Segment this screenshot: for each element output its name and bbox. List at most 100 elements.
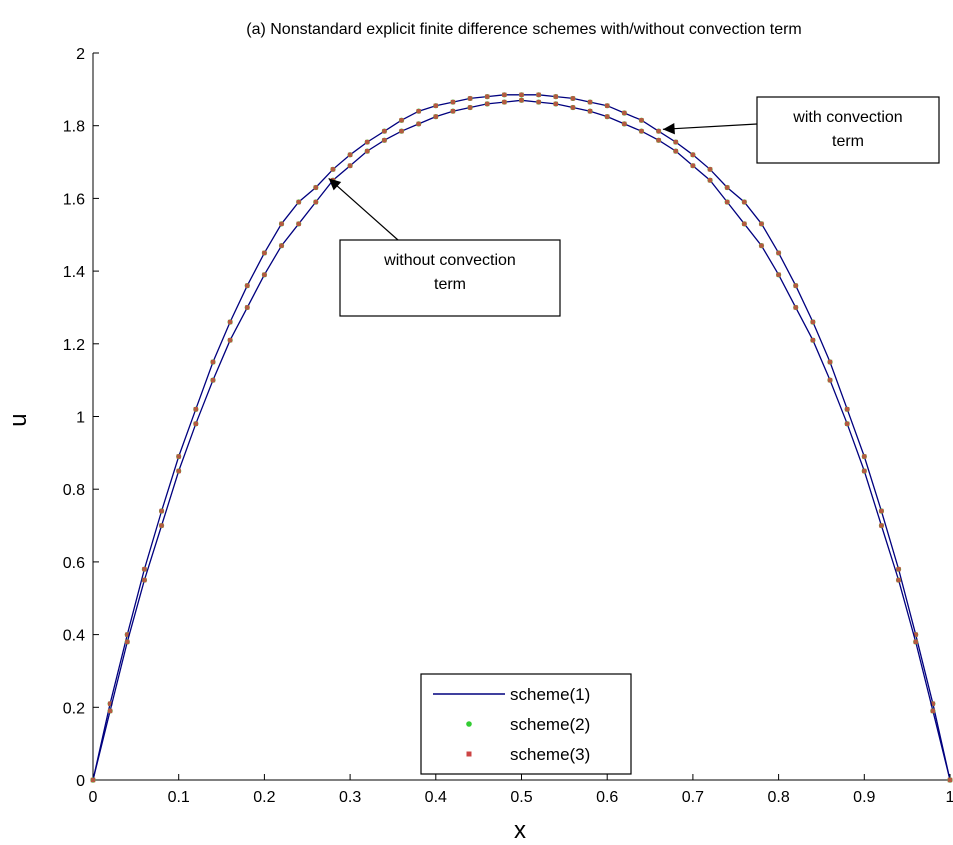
scheme3-point — [142, 566, 147, 572]
legend-square-swatch — [466, 751, 472, 757]
scheme3-point — [639, 128, 644, 134]
scheme3-point — [810, 337, 816, 343]
scheme3-point — [382, 138, 387, 143]
scheme3-point — [107, 701, 113, 706]
scheme3-point — [125, 639, 130, 645]
scheme3-point — [536, 99, 541, 105]
x-axis-label: x — [514, 817, 526, 844]
legend: scheme(1) scheme(2) scheme(3) — [420, 673, 632, 775]
scheme3-point — [142, 577, 147, 583]
y-tick-label: 0.8 — [63, 482, 85, 499]
scheme3-point — [502, 99, 507, 105]
annotation-arrow — [662, 123, 758, 130]
scheme3-point — [690, 152, 696, 157]
scheme3-point — [262, 272, 267, 277]
x-tick-label: 0.7 — [682, 789, 704, 806]
scheme3-point — [416, 121, 421, 127]
scheme3-point — [176, 468, 181, 474]
scheme3-point — [159, 523, 164, 528]
x-tick-label: 0 — [89, 789, 98, 806]
x-tick-label: 0.5 — [510, 789, 532, 806]
scheme3-point — [159, 508, 164, 514]
scheme3-point — [125, 632, 130, 637]
scheme3-point — [485, 101, 490, 107]
scheme3-point — [776, 272, 781, 277]
scheme3-point — [844, 407, 850, 412]
scheme3-point — [553, 101, 558, 107]
legend-dot-swatch — [466, 721, 472, 727]
scheme3-point — [399, 118, 404, 123]
scheme3-point — [279, 221, 284, 227]
scheme3-point — [622, 121, 627, 127]
scheme3-point — [193, 407, 199, 412]
scheme3-point — [896, 577, 901, 583]
scheme3-point — [416, 108, 421, 114]
y-tick-label: 0.2 — [63, 700, 85, 717]
y-tick-label: 0 — [76, 773, 85, 790]
y-axis-label: u — [5, 413, 32, 426]
y-tick-label: 0.4 — [63, 628, 85, 645]
annotations: with convection term without convection ter… — [328, 96, 940, 317]
annotation-text: without convection — [383, 252, 516, 269]
scheme3-point — [862, 468, 867, 474]
scheme3-point — [587, 99, 593, 105]
legend-label: scheme(3) — [510, 745, 590, 764]
annotation-text: term — [832, 133, 864, 150]
x-tick-label: 0.6 — [596, 789, 618, 806]
scheme3-point — [742, 199, 747, 205]
scheme3-point — [90, 777, 96, 783]
scheme3-point — [896, 566, 901, 572]
scheme3-point — [347, 152, 353, 157]
scheme3-point — [382, 128, 387, 134]
plot-series — [90, 92, 953, 783]
scheme3-point — [879, 508, 884, 514]
chart-title: (a) Nonstandard explicit finite differen… — [246, 21, 802, 38]
scheme3-point — [605, 114, 610, 119]
scheme3-point — [210, 377, 216, 383]
annotation-text: term — [434, 276, 466, 293]
scheme3-point — [365, 139, 370, 145]
scheme3-point — [313, 199, 319, 205]
scheme3-point — [930, 701, 936, 706]
y-tick-label: 1.6 — [63, 191, 85, 208]
scheme3-point — [193, 421, 199, 426]
scheme3-point — [707, 178, 713, 183]
scheme3-point — [862, 454, 867, 459]
scheme3-point — [793, 305, 798, 310]
scheme3-point — [365, 148, 370, 154]
annotation-box — [756, 96, 940, 164]
annotation-arrowhead — [328, 178, 342, 191]
scheme3-point — [467, 96, 473, 101]
legend-label: scheme(1) — [510, 685, 590, 704]
scheme3-point — [279, 243, 284, 248]
scheme3-point — [227, 319, 233, 325]
scheme3-point — [107, 708, 113, 714]
scheme3-point — [570, 105, 576, 110]
scheme3-point — [245, 283, 250, 288]
scheme3-point — [519, 98, 524, 103]
scheme3-point — [399, 128, 404, 134]
scheme3-point — [742, 221, 747, 227]
x-tick-label: 0.8 — [767, 789, 789, 806]
scheme3-point — [227, 337, 233, 343]
scheme3-point — [296, 199, 301, 205]
scheme3-point — [433, 103, 438, 108]
y-tick-label: 1.8 — [63, 119, 85, 136]
scheme3-point — [605, 103, 610, 108]
scheme3-point — [810, 319, 816, 325]
axes: 0 0.1 0.2 0.3 0.4 0.5 0.6 0.7 0.8 0.9 1 0 0.2 0.4 0.6 0… — [63, 46, 953, 806]
scheme3-point — [622, 110, 627, 116]
y-tick-label: 1 — [76, 410, 85, 427]
scheme3-point — [913, 632, 918, 637]
y-tick-label: 2 — [76, 46, 85, 63]
scheme3-point — [656, 138, 661, 143]
scheme3-point — [793, 283, 798, 288]
x-tick-label: 1 — [946, 789, 953, 806]
scheme3-point — [724, 199, 730, 205]
scheme3-point — [553, 94, 558, 99]
scheme3-point — [519, 92, 524, 98]
scheme3-point — [707, 167, 713, 172]
scheme3-point — [570, 96, 576, 101]
x-tick-label: 0.3 — [339, 789, 361, 806]
